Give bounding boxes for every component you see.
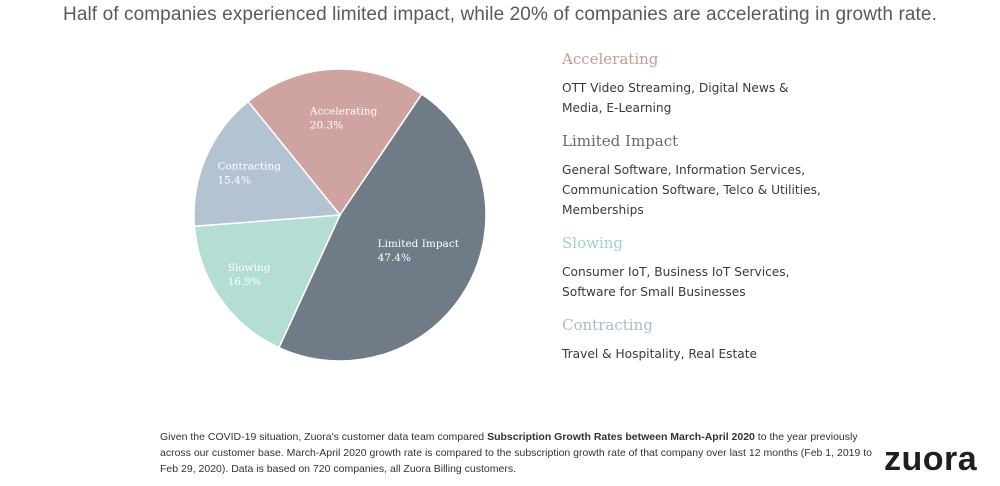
pie-chart-svg: Accelerating 20.3% Limited Impact 47.4% Slow… — [193, 68, 487, 362]
legend-line: Memberships — [562, 203, 644, 217]
pie-slice-limited-impact — [277, 93, 487, 362]
legend-desc-contracting: Travel & Hospitality, Real Estate — [562, 344, 982, 364]
zuora-logo: zuora — [884, 440, 978, 478]
pie-slice-accelerating — [247, 68, 423, 217]
legend-line: Travel & Hospitality, Real Estate — [562, 347, 758, 361]
legend-line: OTT Video Streaming, Digital News & — [562, 81, 789, 95]
legend-desc-limited-impact: General Software, Information Services, … — [562, 160, 982, 220]
pie-label-name: Accelerating — [309, 106, 378, 118]
legend-desc-slowing: Consumer IoT, Business IoT Services, Sof… — [562, 262, 982, 302]
footnote-text-end: to the year previously across our custom… — [160, 431, 873, 475]
legend-title-accelerating: Accelerating — [562, 50, 659, 68]
pie-label-name: Contracting — [217, 160, 281, 172]
legend-desc-accelerating: OTT Video Streaming, Digital News & Medi… — [562, 78, 982, 118]
legend-group-contracting: Contracting Travel & Hospitality, Real E… — [562, 316, 982, 364]
footnote: Given the COVID-19 situation, Zuora's cu… — [160, 429, 880, 477]
legend-title-limited-impact: Limited Impact — [562, 132, 679, 150]
footnote-bold: Subscription Growth Rates between March-… — [487, 431, 755, 443]
legend-group-slowing: Slowing Consumer IoT, Business IoT Servi… — [562, 234, 982, 302]
legend-title-contracting: Contracting — [562, 316, 653, 334]
legend-group-limited-impact: Limited Impact General Software, Informa… — [562, 132, 982, 220]
legend-line: Media, E-Learning — [562, 101, 672, 115]
pie-slice-slowing — [193, 214, 342, 349]
pie-slice-contracting — [193, 100, 342, 228]
headline: Half of companies experienced limited im… — [63, 4, 937, 25]
legend-line: General Software, Information Services, — [562, 163, 806, 177]
pie-label-value: 20.3% — [310, 120, 343, 132]
pie-label-name: Limited Impact — [378, 238, 460, 250]
legend-line: Consumer IoT, Business IoT Services, — [562, 265, 790, 279]
pie-label-value: 15.4% — [217, 174, 250, 186]
legend-line: Software for Small Businesses — [562, 285, 746, 299]
legend-title-slowing: Slowing — [562, 234, 624, 252]
pie-label-value: 47.4% — [378, 252, 411, 264]
legend-line: Communication Software, Telco & Utilitie… — [562, 183, 821, 197]
pie-label-value: 16.9% — [228, 276, 261, 288]
pie-chart: Accelerating 20.3% Limited Impact 47.4% Slow… — [180, 60, 500, 380]
pie-label-name: Slowing — [228, 262, 271, 274]
legend-group-accelerating: Accelerating OTT Video Streaming, Digita… — [562, 50, 982, 118]
legend: Accelerating OTT Video Streaming, Digita… — [562, 50, 982, 378]
footnote-text: Given the COVID-19 situation, Zuora's cu… — [160, 431, 488, 443]
